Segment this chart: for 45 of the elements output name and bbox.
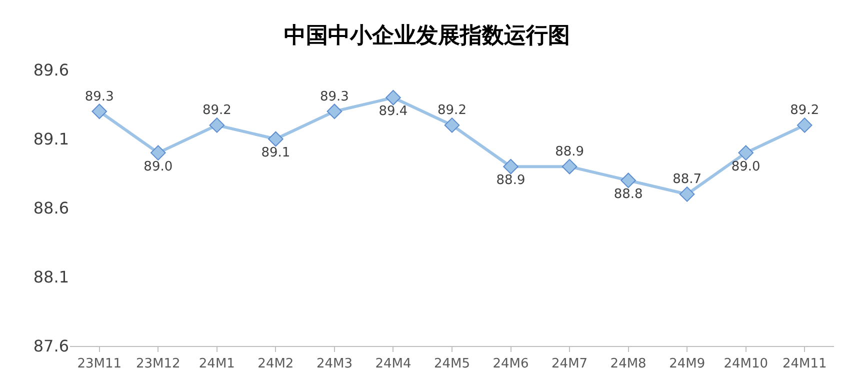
- point: [444, 118, 460, 133]
- point: [620, 172, 636, 188]
- point: [268, 131, 284, 147]
- y-tick-label: 88.6: [33, 198, 69, 218]
- point: [92, 104, 108, 120]
- point: [738, 145, 754, 160]
- point: [796, 118, 812, 133]
- data-label: 89.0: [144, 159, 173, 174]
- data-label: 88.9: [555, 144, 584, 160]
- x-tick-label: 24M5: [434, 356, 470, 372]
- x-tick-label: 24M9: [669, 356, 706, 372]
- y-tick-label: 88.1: [33, 268, 69, 287]
- x-tick-label: 24M11: [782, 356, 827, 372]
- data-label: 88.7: [672, 172, 702, 188]
- x-tick-label: 24M6: [492, 356, 529, 372]
- data-label: 89.2: [438, 103, 466, 118]
- x-tick-label: 24M4: [375, 356, 412, 372]
- x-tick-label: 24M7: [552, 356, 588, 372]
- chart-title: 中国中小企业发展指数运行图: [284, 23, 570, 48]
- point: [679, 186, 695, 202]
- data-label: 89.1: [261, 146, 290, 161]
- point: [503, 158, 518, 174]
- data-label: 89.2: [202, 103, 232, 118]
- y-tick-label: 87.6: [33, 336, 69, 356]
- point: [386, 90, 401, 106]
- point: [209, 118, 225, 133]
- x-tick-label: 24M3: [316, 356, 352, 372]
- data-label: 89.0: [731, 159, 760, 174]
- x-tick-label: 24M10: [724, 356, 768, 372]
- point: [326, 104, 342, 120]
- x-tick-label: 24M2: [258, 356, 294, 372]
- x-tick-label: 24M8: [610, 356, 646, 372]
- x-tick-label: 24M1: [198, 356, 235, 372]
- x-tick-label: 23M11: [77, 356, 122, 372]
- y-tick-label: 89.6: [33, 60, 69, 80]
- data-label: 89.2: [790, 103, 820, 118]
- y-tick-label: 89.1: [33, 130, 69, 149]
- data-label: 89.3: [320, 89, 349, 104]
- data-label: 88.9: [496, 173, 526, 188]
- point: [150, 145, 166, 160]
- data-label: 89.3: [84, 89, 114, 104]
- data-label: 89.4: [378, 104, 408, 120]
- x-tick-label: 23M12: [136, 356, 180, 372]
- point: [562, 158, 578, 174]
- data-label: 88.8: [614, 187, 643, 202]
